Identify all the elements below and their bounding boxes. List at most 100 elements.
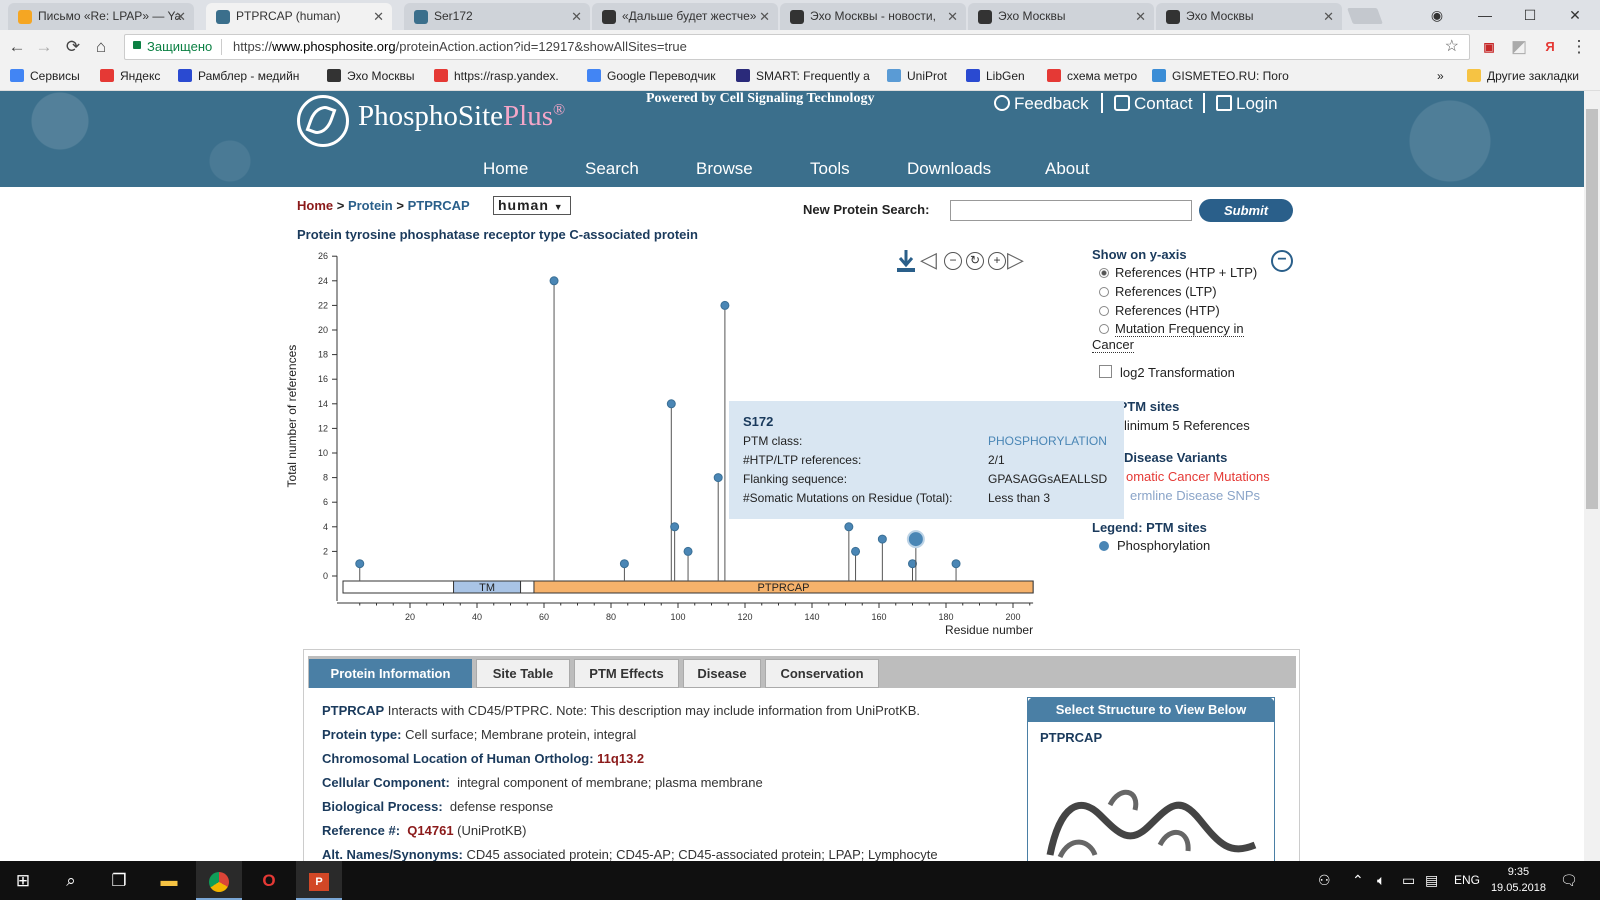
phospho-site-point[interactable] [666,399,676,409]
new-protein-search-input[interactable] [950,200,1192,221]
bookmark-item[interactable]: UniProt [887,69,947,83]
zoom-in-icon[interactable]: + [988,252,1006,270]
nav-search[interactable]: Search [585,159,639,178]
phospho-site-point[interactable] [877,534,887,544]
protein-structure-image[interactable] [1040,785,1260,861]
opera-icon[interactable]: O [262,871,276,890]
more-bookmarks-button[interactable]: » [1437,69,1444,83]
tab-close-icon[interactable]: ✕ [759,9,770,24]
tab-close-icon[interactable]: ✕ [1323,9,1334,24]
tab-ptm-effects[interactable]: PTM Effects [574,659,679,688]
tooltip-ptm-class-value[interactable]: PHOSPHORYLATION [988,434,1107,448]
domain-tm[interactable] [453,580,522,594]
browser-tab[interactable]: Эхо Москвы ✕ [1156,3,1342,30]
tab-protein-information[interactable]: Protein Information [309,659,472,688]
extension-icon[interactable]: ▣ [1483,40,1495,54]
powerpoint-icon[interactable]: P [296,861,342,900]
browser-tab[interactable]: Эхо Москвы ✕ [968,3,1154,30]
site-logo-text[interactable]: PhosphoSitePlus® [358,100,565,133]
nav-downloads[interactable]: Downloads [907,159,992,178]
organism-select[interactable]: human ▼ [493,196,571,215]
forward-icon[interactable]: → [35,37,53,56]
nav-about[interactable]: About [1045,159,1090,178]
radio-mutation-freq[interactable]: Mutation Frequency in [1099,321,1244,337]
download-icon[interactable] [893,248,919,274]
tab-close-icon[interactable]: ✕ [947,9,958,24]
extension-icon[interactable]: ◩ [1510,37,1528,56]
radio-refs-htp[interactable]: References (HTP) [1099,303,1220,318]
browser-tab[interactable]: Письмо «Re: LPAP» — Ya ✕ [8,3,194,30]
phospho-site-point[interactable] [720,300,730,310]
language-indicator[interactable]: ENG [1453,873,1480,887]
reload-icon[interactable]: ⟳ [65,37,81,56]
browser-tab[interactable]: «Дальше будет жестче» ✕ [592,3,778,30]
task-view-icon[interactable]: ❐ [111,871,127,890]
phospho-site-point[interactable] [670,522,680,532]
phospho-site-point[interactable] [906,530,925,549]
page-scrollbar[interactable] [1584,91,1600,861]
close-window-icon[interactable]: ✕ [1569,7,1581,23]
people-icon[interactable]: ⚇ [1318,872,1331,888]
breadcrumb-home[interactable]: Home [297,198,334,213]
bookmark-item[interactable]: SMART: Frequently a [736,69,870,83]
collapse-panel-button[interactable]: − [1271,250,1293,272]
login-link[interactable]: Login [1216,94,1278,114]
checkbox-icon[interactable] [1099,365,1112,378]
file-explorer-icon[interactable]: ▬ [160,871,178,890]
notifications-icon[interactable]: 🗨︎ [1560,872,1578,888]
tab-conservation[interactable]: Conservation [765,659,879,688]
radio-refs-total[interactable]: References (HTP + LTP) [1099,265,1257,280]
clock[interactable]: 9:35 19.05.2018 [1491,864,1546,896]
germline-link[interactable]: ermline Disease SNPs [1130,488,1261,503]
tab-site-table[interactable]: Site Table [476,659,570,688]
feedback-link[interactable]: Feedback [994,94,1089,114]
info-chrom-value[interactable]: 11q13.2 [597,751,645,766]
structure-header[interactable]: Select Structure to View Below [1027,697,1275,722]
breadcrumb-gene[interactable]: PTPRCAP [407,198,470,213]
bookmark-star-icon[interactable]: ☆ [1444,38,1459,55]
browser-tab[interactable]: PTPRCAP (human) ✕ [206,3,392,30]
tray-chevron-icon[interactable]: ⌃ [1352,872,1364,888]
yandex-ext-icon[interactable]: Я [1545,39,1555,54]
submit-button[interactable]: Submit [1199,199,1293,222]
nav-tools[interactable]: Tools [810,159,850,178]
bookmark-item[interactable]: https://rasp.yandex. [434,69,559,83]
tab-close-icon[interactable]: ✕ [1135,9,1146,24]
scroll-right-icon[interactable]: ▷ [1007,247,1024,272]
bookmark-item[interactable]: Сервисы [10,69,80,83]
maximize-icon[interactable]: ☐ [1523,7,1537,23]
radio-icon[interactable] [1099,287,1109,297]
info-ref-value[interactable]: Q14761 [407,823,454,838]
phospho-site-point[interactable] [683,546,693,556]
domain-ptprcap[interactable] [533,580,1034,594]
phospho-site-point[interactable] [908,559,917,569]
somatic-link[interactable]: omatic Cancer Mutations [1126,469,1270,484]
phosphosite-logo-icon[interactable] [297,95,349,147]
phospho-site-point[interactable] [355,559,365,569]
windows-start-icon[interactable]: ⊞ [15,871,31,890]
scroll-left-icon[interactable]: ◁ [920,247,937,272]
menu-icon[interactable]: ⋮ [1570,37,1588,56]
tab-close-icon[interactable]: ✕ [571,9,582,24]
search-icon[interactable]: ⌕ [66,871,76,890]
breadcrumb-protein[interactable]: Protein [347,198,393,213]
radio-icon[interactable] [1099,324,1109,334]
minimize-icon[interactable]: — [1478,7,1492,23]
url-input[interactable]: Защищено https://www.phosphosite.org/pro… [124,34,1470,60]
tab-disease[interactable]: Disease [683,659,761,688]
battery-icon[interactable]: ▭ [1402,872,1416,888]
bookmark-item[interactable]: Рамблер - медийн [178,69,299,83]
phospho-site-point[interactable] [619,559,629,569]
back-icon[interactable]: ← [8,37,26,56]
bookmark-item[interactable]: схема метро [1047,69,1137,83]
network-icon[interactable]: ▤ [1425,872,1439,888]
reset-icon[interactable]: ↻ [966,252,984,270]
browser-tab[interactable]: Эхо Москвы - новости, ✕ [780,3,966,30]
bookmark-item[interactable]: Эхо Москвы [327,69,415,83]
chrome-icon[interactable] [196,861,242,900]
log2-checkbox-row[interactable]: log2 Transformation [1099,365,1235,380]
phospho-site-point[interactable] [951,559,961,569]
contact-link[interactable]: Contact [1114,94,1193,114]
home-icon[interactable]: ⌂ [95,37,107,56]
bookmark-item[interactable]: Яндекс [100,69,160,83]
